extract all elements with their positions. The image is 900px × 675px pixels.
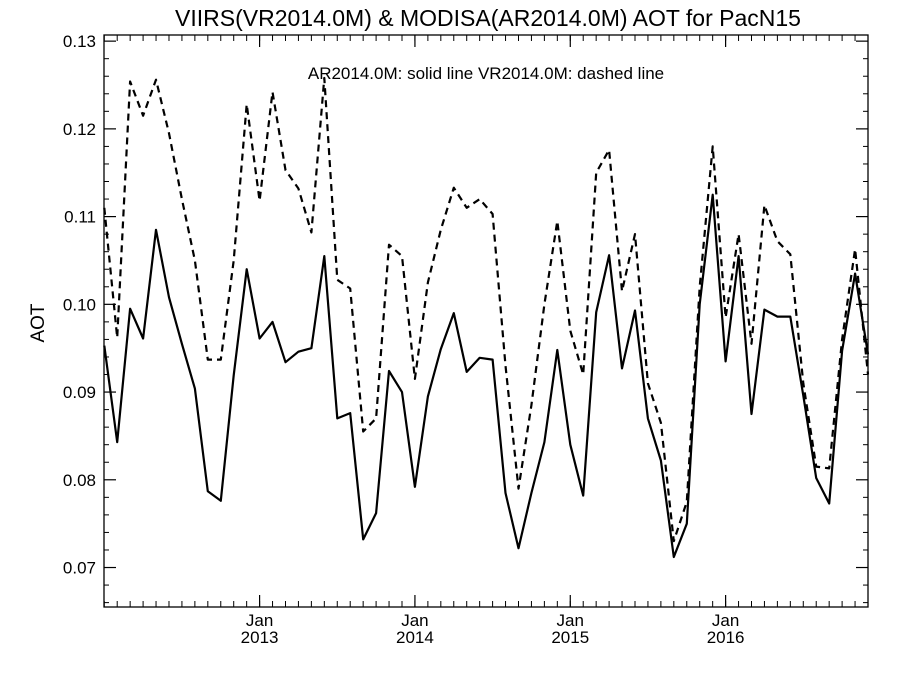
y-axis: 0.07 0.08 0.09 0.10 0.11 0.12 0.13: [63, 32, 868, 604]
x-tick-year-label: 2016: [707, 628, 745, 647]
chart-title: VIIRS(VR2014.0M) & MODISA(AR2014.0M) AOT…: [175, 5, 801, 31]
y-tick-label: 0.10: [63, 295, 96, 314]
x-tick-year-label: 2014: [396, 628, 434, 647]
legend-text: AR2014.0M: solid line VR2014.0M: dashed …: [308, 64, 664, 83]
y-tick-label: 0.08: [63, 471, 96, 490]
y-axis-label: AOT: [28, 303, 49, 342]
x-tick-month-label: Jan: [712, 611, 739, 630]
series-layer: [103, 76, 870, 559]
series-line-ar2014-0m: [103, 193, 870, 559]
y-tick-label: 0.07: [63, 559, 96, 578]
y-tick-label: 0.09: [63, 383, 96, 402]
x-tick-year-label: 2015: [551, 628, 589, 647]
plot-frame: [103, 34, 869, 608]
y-tick-label: 0.13: [63, 32, 96, 51]
x-tick-month-label: Jan: [246, 611, 273, 630]
x-tick-month-label: Jan: [401, 611, 428, 630]
x-tick-month-label: Jan: [557, 611, 584, 630]
y-tick-label: 0.12: [63, 120, 96, 139]
series-line-vr2014-0m: [103, 76, 870, 543]
y-tick-label: 0.11: [64, 208, 96, 227]
x-tick-year-label: 2013: [241, 628, 279, 647]
